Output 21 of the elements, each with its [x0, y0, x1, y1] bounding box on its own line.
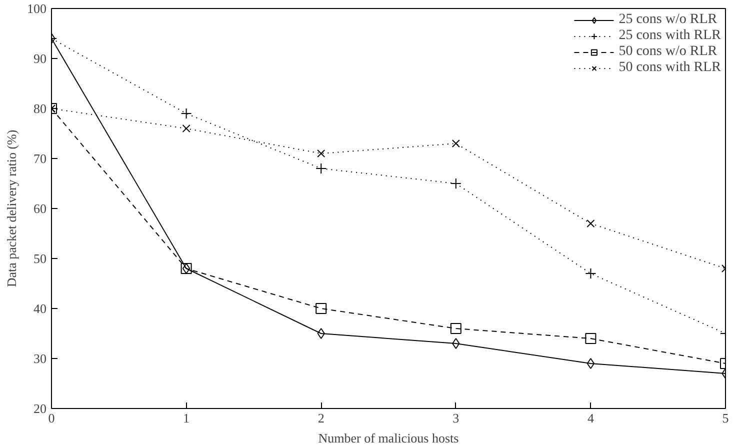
x-tick-label: 5	[722, 410, 729, 426]
y-tick-label: 60	[34, 201, 46, 216]
x-tick-label: 3	[452, 410, 460, 426]
x-tick-label: 1	[183, 410, 190, 426]
y-axis-title: Data packet delivery ratio (%)	[4, 130, 19, 288]
x-tick-label: 2	[318, 410, 324, 426]
legend-label: 25 cons w/o RLR	[618, 12, 718, 28]
y-tick-label: 20	[34, 401, 46, 416]
legend-label: 50 cons w/o RLR	[618, 44, 718, 60]
y-tick-label: 40	[34, 301, 46, 316]
y-tick-label: 100	[27, 1, 46, 16]
y-tick-label: 50	[34, 251, 46, 266]
y-tick-label: 30	[34, 351, 46, 366]
x-axis-title: Number of malicious hosts	[318, 430, 459, 446]
x-tick-label: 0	[48, 410, 55, 426]
y-tick-label: 80	[34, 101, 46, 116]
x-tick-label: 4	[587, 410, 594, 426]
y-tick-label: 70	[34, 151, 46, 166]
legend-label: 50 cons with RLR	[618, 60, 721, 76]
y-tick-label: 90	[34, 51, 46, 66]
legend-label: 25 cons with RLR	[618, 28, 721, 44]
